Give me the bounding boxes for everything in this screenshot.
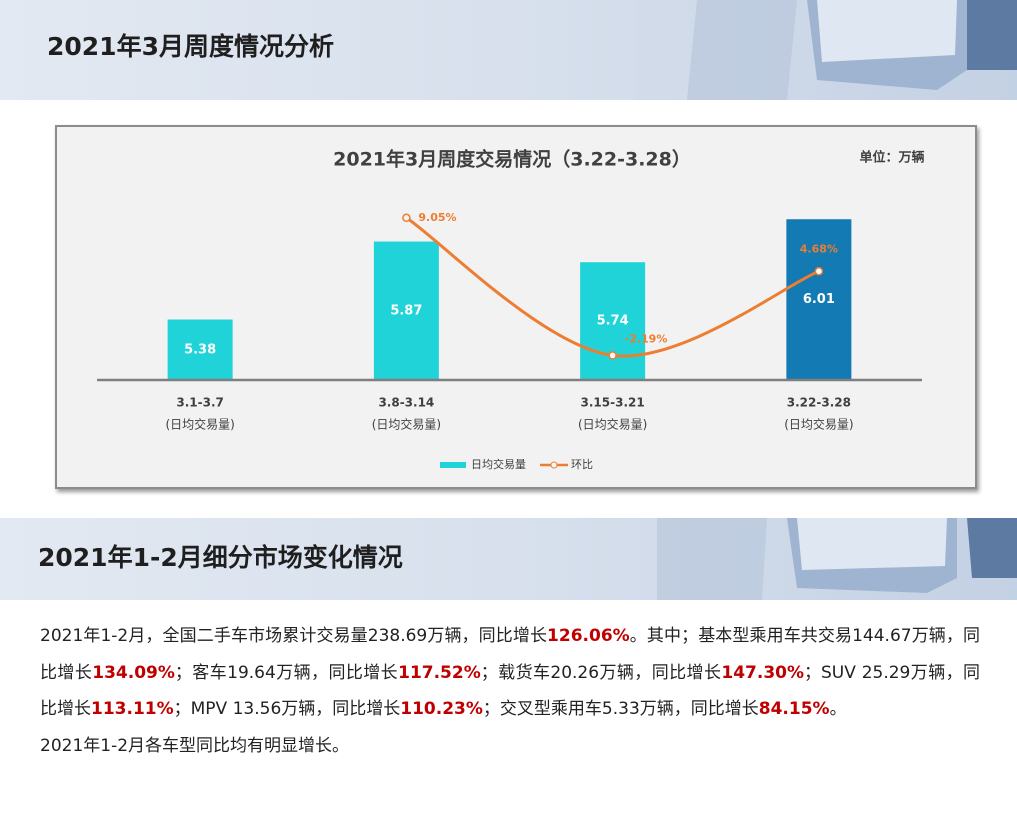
text: 。其中；基本型乘用车共交易144.67万辆，同比增长	[40, 626, 980, 683]
bar	[786, 219, 852, 380]
text: ；SUV 25.29万辆，同比增长	[40, 662, 981, 720]
banner: 2021年1-2月细分市场变化情况	[0, 518, 1017, 600]
highlight-text: 117.52%	[398, 662, 481, 683]
legend-swatch	[550, 461, 558, 469]
highlight-text: 126.06%	[547, 626, 630, 646]
text: ；MPV 13.56万辆，同比增长	[173, 699, 401, 720]
bar	[580, 262, 646, 380]
highlight-text: 134.09%	[92, 662, 175, 683]
legend-swatch	[440, 462, 466, 468]
text: 2021年1-2月各车型同比均有明显增长。	[40, 735, 350, 756]
text: ；客车19.64万辆，同比增长	[174, 662, 399, 683]
line-value-label: -2.19%	[625, 332, 668, 345]
bar-value-label: 5.87	[390, 303, 422, 318]
banner-decoration	[657, 518, 1017, 600]
bar-value-label: 5.38	[184, 342, 216, 357]
line-value-label: 9.05%	[418, 211, 456, 224]
legend-label: 日均交易量	[471, 457, 526, 471]
x-tick-label: 3.8-3.14	[378, 396, 434, 410]
paragraph: 2021年1-2月，全国二手车市场累计交易量238.69万辆，同比增长126.0…	[40, 618, 980, 728]
highlight-text: 113.11%	[91, 699, 174, 720]
x-tick-label: 3.1-3.7	[176, 396, 224, 410]
banner-title: 2021年1-2月细分市场变化情况	[38, 543, 403, 572]
line-value-label: 4.68%	[800, 242, 838, 255]
banner-decoration	[637, 0, 1017, 100]
x-tick-note: (日均交易量)	[165, 417, 234, 432]
x-tick-label: 3.22-3.28	[787, 396, 851, 410]
legend-label: 环比	[571, 458, 593, 471]
chart-title: 2021年3月周度交易情况（3.22-3.28）	[333, 148, 691, 171]
bar	[373, 241, 439, 380]
bar-value-label: 5.74	[597, 314, 629, 329]
bar-value-label: 6.01	[803, 292, 835, 307]
highlight-text: 110.23%	[400, 699, 483, 720]
line-marker	[814, 267, 824, 276]
banner-title: 2021年3月周度情况分析	[47, 32, 334, 61]
chart-panel: 2021年3月周度交易情况（3.22-3.28） 单位：万辆 5.38 5.87 5…	[55, 125, 977, 489]
text: 。	[829, 699, 847, 720]
paragraphs: 2021年1-2月，全国二手车市场累计交易量238.69万辆，同比增长126.0…	[40, 618, 980, 764]
x-tick-note: (日均交易量)	[784, 417, 853, 432]
text: 2021年1-2月，全国二手车市场累计交易量238.69万辆，同比增长	[40, 626, 548, 646]
line-marker	[402, 213, 411, 223]
highlight-text: 84.15%	[758, 699, 830, 720]
x-tick-note: (日均交易量)	[578, 417, 647, 432]
text: ；交叉型乘用车5.33万辆，同比增长	[482, 699, 759, 720]
banner: 2021年3月周度情况分析	[0, 0, 1017, 100]
highlight-text: 147.30%	[721, 662, 805, 683]
paragraph: 2021年1-2月各车型同比均有明显增长。	[40, 728, 980, 765]
unit-label: 单位：万辆	[859, 150, 924, 166]
chart: 2021年3月周度交易情况（3.22-3.28） 单位：万辆 5.38 5.87 5…	[97, 148, 925, 471]
x-tick-label: 3.15-3.21	[581, 396, 645, 410]
line-marker	[608, 351, 617, 360]
bar	[167, 319, 233, 380]
text: ；载货车20.26万辆，同比增长	[480, 662, 722, 683]
x-tick-note: (日均交易量)	[372, 417, 441, 432]
